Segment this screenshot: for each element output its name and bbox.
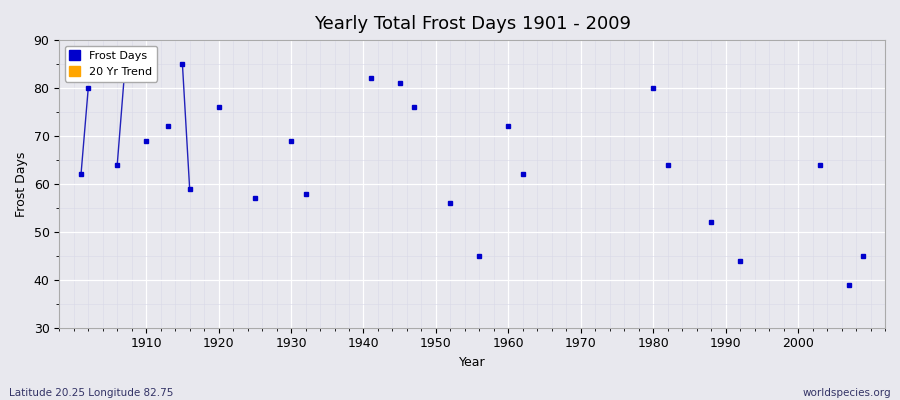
X-axis label: Year: Year xyxy=(459,356,485,369)
Y-axis label: Frost Days: Frost Days xyxy=(15,151,28,217)
Text: Latitude 20.25 Longitude 82.75: Latitude 20.25 Longitude 82.75 xyxy=(9,388,174,398)
Title: Yearly Total Frost Days 1901 - 2009: Yearly Total Frost Days 1901 - 2009 xyxy=(313,15,631,33)
Text: worldspecies.org: worldspecies.org xyxy=(803,388,891,398)
Legend: Frost Days, 20 Yr Trend: Frost Days, 20 Yr Trend xyxy=(65,46,157,82)
